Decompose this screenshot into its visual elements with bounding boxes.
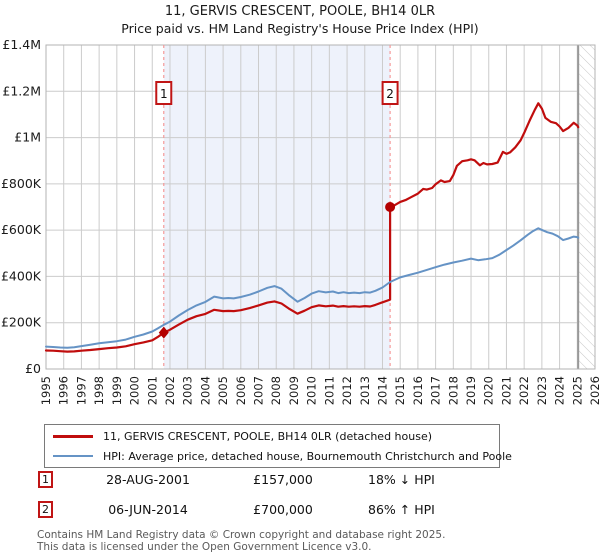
x-tick-label: 2024 [553, 376, 567, 405]
x-tick-label: 2012 [340, 376, 354, 405]
sale-2-date: 06-JUN-2014 [108, 502, 188, 517]
footer-line-2: This data is licensed under the Open Gov… [37, 540, 372, 553]
x-tick-label: 2026 [588, 376, 600, 405]
x-tick-label: 1998 [92, 376, 106, 405]
between-sales-shaded-region [163, 45, 391, 369]
y-tick-label: £1.4M [2, 37, 41, 52]
x-tick-label: 2014 [375, 376, 389, 405]
x-tick-label: 2018 [446, 376, 460, 405]
x-tick-label: 2008 [269, 376, 283, 405]
x-tick-label: 2007 [252, 376, 266, 405]
sale-number-box-label: 1 [160, 87, 168, 101]
y-axis-tick-labels: £0 £200K £400K £600K £800K £1M £1.2M £1.4M [1, 37, 42, 376]
x-tick-label: 2011 [322, 376, 336, 405]
x-tick-label: 2006 [234, 376, 248, 405]
x-tick-label: 2017 [429, 376, 443, 405]
x-tick-label: 1995 [39, 376, 53, 405]
x-tick-label: 2001 [145, 376, 159, 405]
legend-label-price-paid: 11, GERVIS CRESCENT, POOLE, BH14 0LR (de… [103, 429, 433, 443]
sale-1-hpi-delta: 18% ↓ HPI [368, 472, 435, 487]
x-tick-label: 2002 [163, 376, 177, 405]
y-tick-label: £200K [1, 315, 42, 330]
hatch-fill [578, 45, 595, 369]
series-line [45, 227, 580, 349]
x-tick-label: 1996 [57, 376, 71, 405]
plot-border [45, 44, 596, 370]
gridlines [45, 44, 596, 370]
sale-annotation-row-1: 1 28-AUG-2001 £157,000 18% ↓ HPI [38, 471, 558, 488]
sale-number-box-label: 2 [386, 87, 394, 101]
license-footer: Contains HM Land Registry data © Crown c… [37, 529, 597, 553]
sale-marker-circle [385, 202, 396, 212]
sale-number-box [381, 81, 399, 105]
x-tick-label: 2019 [464, 376, 478, 405]
x-tick-label: 2023 [535, 376, 549, 405]
plot-border-rect [45, 44, 596, 370]
x-tick-label: 2003 [181, 376, 195, 405]
x-tick-label: 2015 [393, 376, 407, 405]
red-line-swatch [53, 434, 93, 438]
sale-1-number-badge: 1 [38, 471, 53, 488]
y-tick-label: £600K [1, 222, 42, 237]
legend-label-hpi: HPI: Average price, detached house, Bour… [103, 449, 512, 463]
x-tick-label: 2005 [216, 376, 230, 405]
sale-1-price: £157,000 [253, 472, 313, 487]
y-tick-label: £400K [1, 268, 42, 283]
x-tick-label: 1997 [74, 376, 88, 405]
x-tick-label: 2022 [517, 376, 531, 405]
legend-item-hpi: HPI: Average price, detached house, Bour… [45, 447, 512, 465]
sale-2-hpi-delta: 86% ↑ HPI [368, 502, 435, 517]
x-tick-label: 2004 [198, 376, 212, 405]
x-axis-tick-labels: 1995 1996 1997 1998 1999 2000 2001 2002 2003 2004… [39, 376, 600, 405]
shaded-span [163, 45, 391, 369]
blue-line-swatch [53, 454, 93, 458]
sale-1-date: 28-AUG-2001 [106, 472, 190, 487]
page-subtitle: Price paid vs. HM Land Registry's House … [121, 21, 479, 36]
legend-item-price-paid: 11, GERVIS CRESCENT, POOLE, BH14 0LR (de… [45, 427, 499, 445]
sale-number-box [155, 81, 173, 105]
y-tick-label: £1M [14, 130, 41, 145]
sale-markers [158, 202, 396, 339]
x-tick-label: 2010 [305, 376, 319, 405]
footer-line-1: Contains HM Land Registry data © Crown c… [37, 529, 446, 541]
sale-2-price: £700,000 [253, 502, 313, 517]
x-tick-label: 2000 [128, 376, 142, 405]
sale-marker-diamond [158, 326, 169, 339]
sale-2-number-badge: 2 [38, 501, 53, 518]
page-title: 11, GERVIS CRESCENT, POOLE, BH14 0LR [164, 4, 436, 19]
x-tick-label: 2020 [482, 376, 496, 405]
x-tick-label: 2021 [499, 376, 513, 405]
x-tick-label: 2009 [287, 376, 301, 405]
x-tick-label: 2016 [411, 376, 425, 405]
x-tick-label: 2013 [358, 376, 372, 405]
sale-annotation-row-2: 2 06-JUN-2014 £700,000 86% ↑ HPI [38, 501, 558, 518]
no-data-hatched-region [577, 45, 595, 369]
x-tick-label: 1999 [110, 376, 124, 405]
y-tick-label: £0 [25, 361, 41, 376]
y-tick-label: £800K [1, 176, 42, 191]
y-tick-label: £1.2M [2, 83, 41, 98]
x-tick-label: 2025 [570, 376, 584, 405]
legend: 11, GERVIS CRESCENT, POOLE, BH14 0LR (de… [44, 424, 512, 468]
